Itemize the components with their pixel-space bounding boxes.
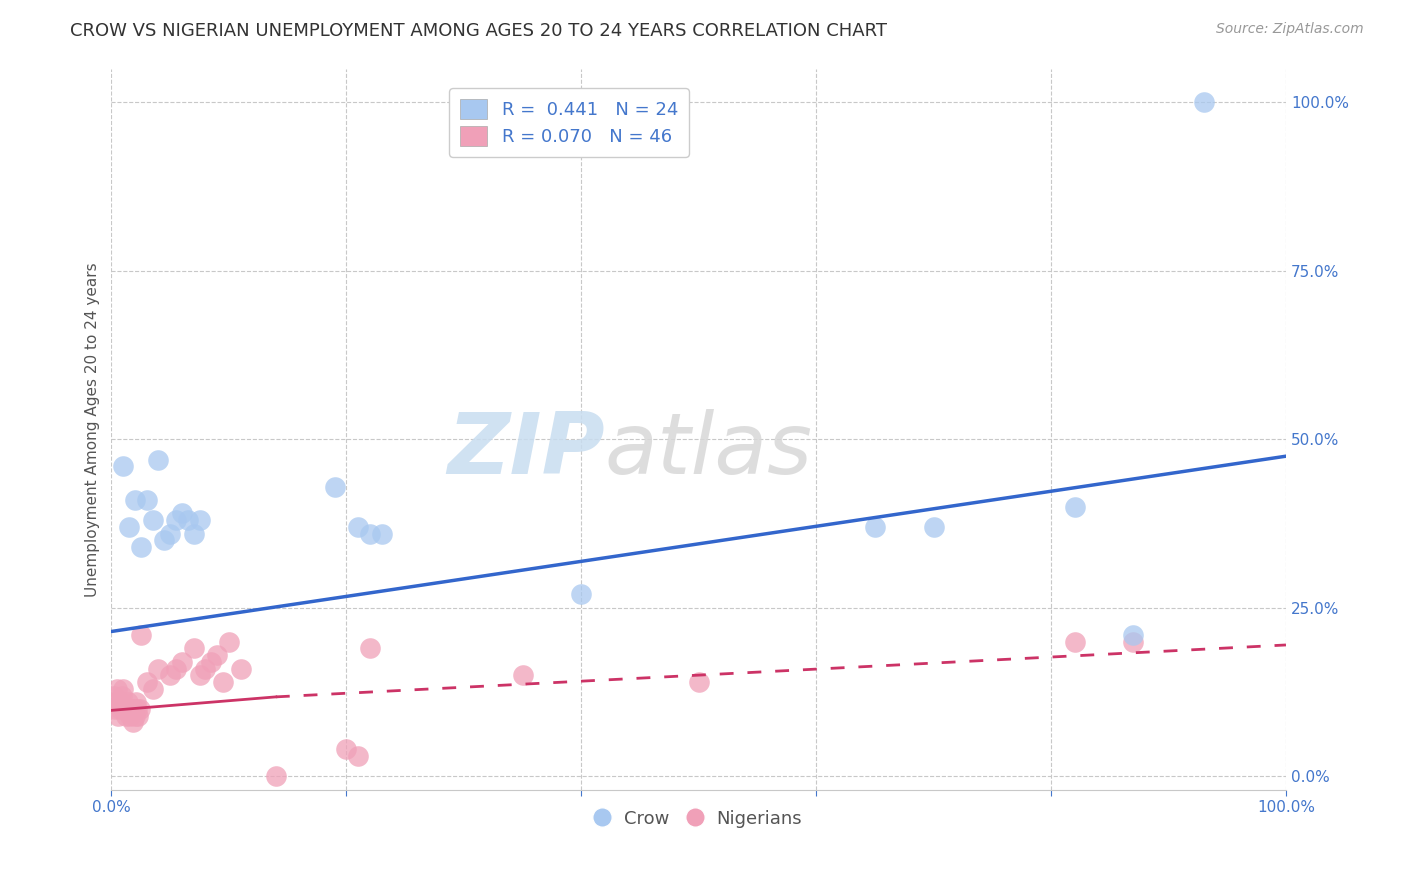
Point [347,749,370,764]
Legend: Crow, Nigerians: Crow, Nigerians [588,803,810,835]
Point [569,587,592,601]
Point [111,689,134,703]
Point [183,641,205,656]
Point [170,655,193,669]
Point [1063,500,1085,514]
Point [218,634,240,648]
Point [165,513,187,527]
Point [359,641,381,656]
Point [114,708,136,723]
Point [118,520,141,534]
Point [124,708,146,723]
Point [108,702,131,716]
Point [205,648,228,662]
Text: ZIP: ZIP [447,409,605,492]
Point [120,702,142,716]
Point [127,702,149,716]
Point [347,520,370,534]
Point [264,769,287,783]
Text: CROW VS NIGERIAN UNEMPLOYMENT AMONG AGES 20 TO 24 YEARS CORRELATION CHART: CROW VS NIGERIAN UNEMPLOYMENT AMONG AGES… [70,22,887,40]
Text: atlas: atlas [605,409,813,492]
Point [688,675,710,690]
Point [118,702,141,716]
Point [359,526,381,541]
Point [127,708,149,723]
Point [104,702,127,716]
Point [212,675,235,690]
Point [115,702,138,716]
Point [335,742,357,756]
Point [370,526,392,541]
Point [128,702,150,716]
Text: Source: ZipAtlas.com: Source: ZipAtlas.com [1216,22,1364,37]
Point [323,479,346,493]
Point [105,695,128,709]
Point [183,526,205,541]
Point [200,655,222,669]
Point [188,668,211,682]
Point [512,668,534,682]
Point [153,533,176,548]
Point [188,513,211,527]
Point [1122,628,1144,642]
Point [129,628,152,642]
Point [112,702,135,716]
Point [170,507,193,521]
Point [863,520,886,534]
Point [177,513,200,527]
Point [159,668,181,682]
Point [110,695,132,709]
Point [135,493,157,508]
Point [120,708,142,723]
Point [112,681,135,696]
Point [107,708,129,723]
Point [922,520,945,534]
Point [229,662,252,676]
Point [124,493,146,508]
Point [1192,95,1215,110]
Point [112,459,135,474]
Point [194,662,217,676]
Point [129,540,152,554]
Point [165,662,187,676]
Point [1063,634,1085,648]
Point [125,695,148,709]
Point [135,675,157,690]
Point [121,715,143,730]
Point [122,702,145,716]
Point [103,689,125,703]
Point [148,662,170,676]
Point [148,452,170,467]
Point [105,681,128,696]
Point [117,695,139,709]
Y-axis label: Unemployment Among Ages 20 to 24 years: Unemployment Among Ages 20 to 24 years [86,262,100,597]
Point [159,526,181,541]
Point [141,681,163,696]
Point [1122,634,1144,648]
Point [141,513,163,527]
